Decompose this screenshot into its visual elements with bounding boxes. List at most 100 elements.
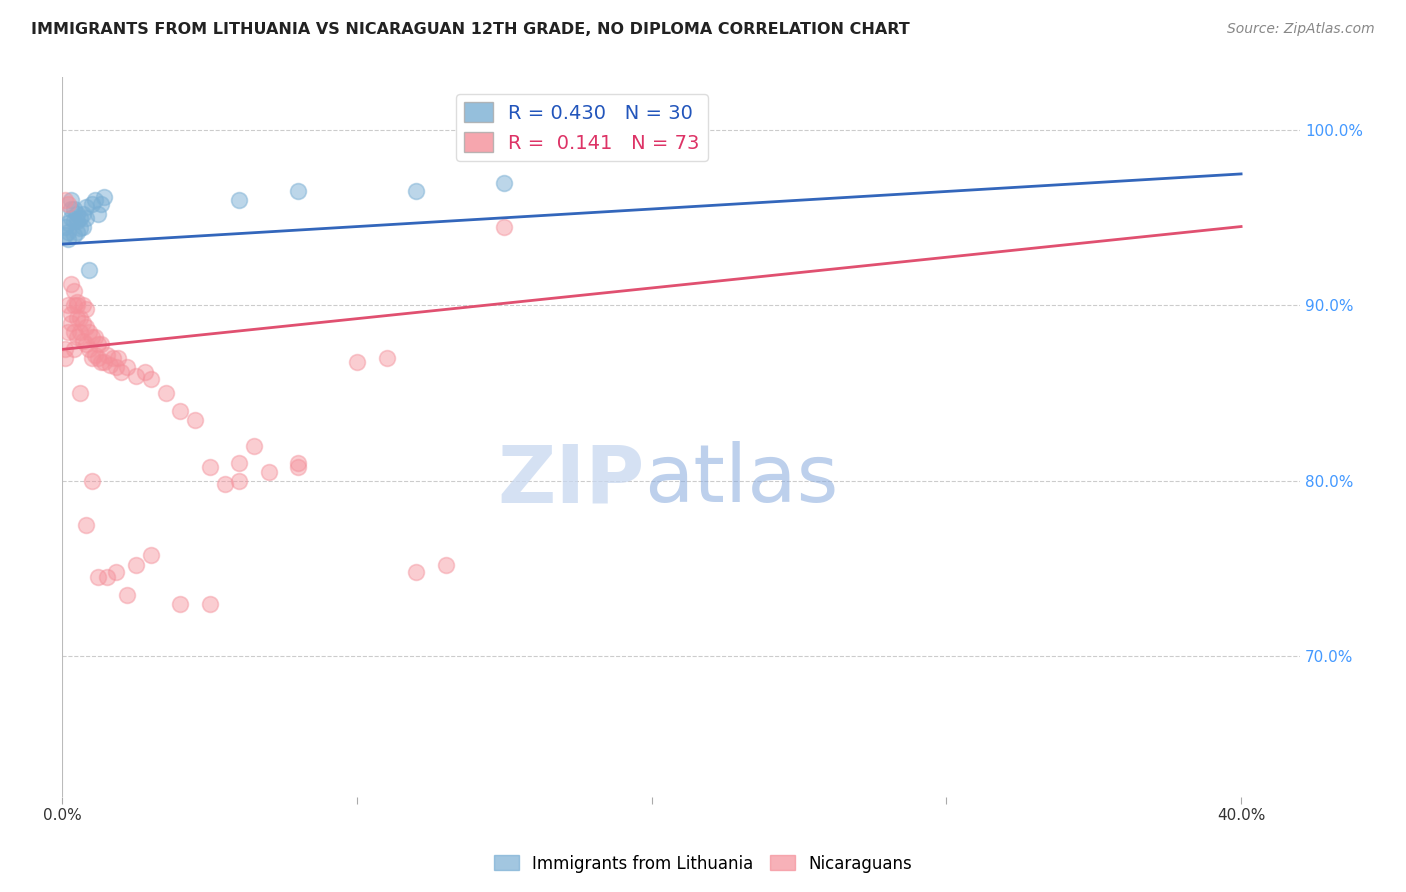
Point (287, 185, 309, 199)
Point (139, 548, 162, 562)
Point (60, 211, 83, 225)
Point (169, 597, 191, 611)
Point (60, 202, 83, 216)
Point (84, 330, 107, 344)
Point (69, 386, 91, 401)
Point (69, 221, 91, 235)
Point (84, 193, 107, 207)
Point (58, 216, 80, 230)
Point (66, 298, 89, 312)
Point (134, 365, 156, 379)
Point (80, 351, 103, 365)
Point (63, 214, 86, 228)
Point (405, 185, 427, 199)
Point (87, 337, 110, 351)
Point (87, 570, 110, 584)
Point (96, 570, 118, 584)
Point (155, 386, 177, 401)
Point (72, 334, 94, 348)
Point (72, 207, 94, 221)
Point (75, 211, 97, 225)
Point (228, 456, 250, 470)
Point (117, 359, 139, 374)
Point (346, 354, 368, 368)
Point (243, 439, 266, 453)
Point (75, 517, 97, 532)
Text: Source: ZipAtlas.com: Source: ZipAtlas.com (1227, 22, 1375, 37)
Point (80, 330, 103, 344)
Point (58, 298, 80, 312)
Point (93, 190, 115, 204)
Point (87, 207, 110, 221)
Point (101, 351, 124, 365)
Point (125, 558, 148, 573)
Point (60, 277, 83, 292)
Point (58, 325, 80, 339)
Point (75, 301, 97, 316)
Point (96, 348, 118, 362)
Point (72, 298, 94, 312)
Point (63, 285, 86, 299)
Point (58, 225, 80, 239)
Point (72, 219, 94, 234)
Point (63, 202, 86, 216)
Point (60, 307, 83, 321)
Point (63, 325, 86, 339)
Point (375, 351, 398, 365)
Point (75, 319, 97, 334)
Point (98, 358, 121, 372)
Point (80, 196, 103, 211)
Point (104, 359, 127, 374)
Point (198, 459, 221, 474)
Point (107, 351, 129, 365)
Point (63, 343, 86, 357)
Text: IMMIGRANTS FROM LITHUANIA VS NICARAGUAN 12TH GRADE, NO DIPLOMA CORRELATION CHART: IMMIGRANTS FROM LITHUANIA VS NICARAGUAN … (31, 22, 910, 37)
Point (55, 351, 77, 365)
Point (66, 225, 89, 239)
Point (228, 474, 250, 488)
Point (257, 465, 280, 479)
Point (434, 558, 457, 573)
Point (184, 412, 207, 426)
Point (66, 214, 89, 228)
Point (80, 474, 103, 488)
Point (66, 310, 89, 325)
Point (69, 325, 91, 339)
Point (55, 228, 77, 243)
Point (69, 310, 91, 325)
Point (75, 200, 97, 214)
Point (77, 343, 100, 357)
Point (87, 351, 110, 365)
Point (214, 477, 236, 491)
Point (77, 263, 100, 277)
Point (139, 372, 162, 386)
Point (69, 211, 91, 225)
Point (90, 196, 112, 211)
Point (287, 456, 309, 470)
Point (58, 232, 80, 246)
Text: atlas: atlas (644, 442, 838, 519)
Point (93, 354, 115, 368)
Point (84, 348, 107, 362)
Point (125, 368, 148, 383)
Point (60, 193, 83, 207)
Legend: Immigrants from Lithuania, Nicaraguans: Immigrants from Lithuania, Nicaraguans (486, 848, 920, 880)
Point (55, 219, 77, 234)
Point (287, 459, 309, 474)
Text: ZIP: ZIP (496, 442, 644, 519)
Point (66, 295, 89, 310)
Point (77, 325, 100, 339)
Point (228, 193, 250, 207)
Point (198, 597, 221, 611)
Point (55, 193, 77, 207)
Point (66, 330, 89, 344)
Point (58, 196, 80, 211)
Point (494, 219, 516, 234)
Point (72, 316, 94, 330)
Point (90, 337, 112, 351)
Point (66, 207, 89, 221)
Point (55, 343, 77, 357)
Point (60, 316, 83, 330)
Point (117, 588, 139, 602)
Point (104, 565, 127, 579)
